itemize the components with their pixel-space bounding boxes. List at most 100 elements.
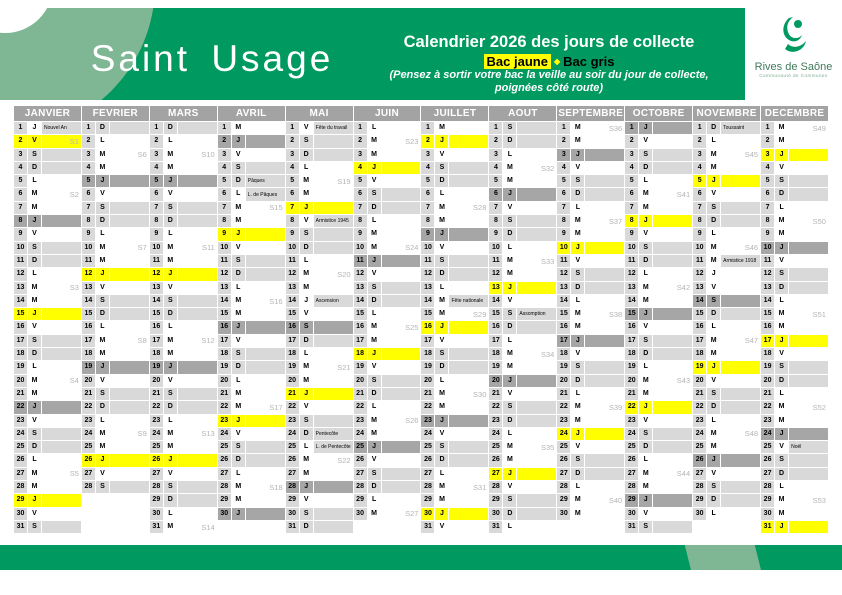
day-number: 31 <box>149 520 163 534</box>
day-row-octobre-10: 10 S <box>625 241 693 254</box>
week-number-label: S11 <box>201 243 215 253</box>
day-label-cell <box>313 135 353 148</box>
day-label-cell <box>177 294 217 308</box>
day-label-cell <box>653 308 693 321</box>
day-number: 24 <box>489 427 503 441</box>
week-number-label: S36 <box>608 123 623 133</box>
day-label-cell: S31 <box>449 481 489 494</box>
day-number: 3 <box>761 148 775 161</box>
day-label-cell: Assomption <box>517 308 557 321</box>
day-row-avril-27: 27 L <box>217 467 285 481</box>
day-label-cell <box>177 135 217 148</box>
day-row-fevrier-24: 24 M S9 <box>81 427 149 441</box>
day-row-juillet-27: 27 L <box>421 467 489 481</box>
day-label-cell <box>653 122 693 135</box>
day-row-novembre-20: 20 V <box>693 374 761 387</box>
day-letter: V <box>299 122 313 135</box>
day-number: 13 <box>149 281 163 294</box>
day-row-novembre-19: 19 J <box>693 361 761 374</box>
day-row-mai-13: 13 M <box>285 281 353 294</box>
day-number: 3 <box>285 148 299 161</box>
day-row-juin-16: 16 M S25 <box>353 321 421 334</box>
day-letter: M <box>571 228 585 241</box>
day-row-janvier-2: 2 V S1 <box>14 135 81 148</box>
holiday-label: Toussaint <box>723 125 745 132</box>
day-row-juin-28: 28 D <box>353 481 421 494</box>
day-number: 15 <box>421 308 435 321</box>
day-row-octobre-26: 26 L <box>625 454 693 467</box>
day-letter: D <box>95 401 109 414</box>
day-label-cell <box>517 454 557 467</box>
day-row-juillet-12: 12 D <box>421 268 489 281</box>
day-number: 30 <box>285 507 299 520</box>
day-number: 5 <box>421 175 435 188</box>
day-number: 25 <box>14 441 27 454</box>
day-number: 29 <box>285 494 299 507</box>
day-number: 4 <box>14 161 27 175</box>
day-letter: D <box>707 122 721 135</box>
day-row-septembre-22: 22 M S39 <box>557 401 625 414</box>
day-letter: J <box>775 334 789 348</box>
day-label-cell <box>449 241 489 254</box>
day-row-decembre-14: 14 L <box>761 294 828 308</box>
day-letter: M <box>163 254 177 268</box>
day-row-mai-11: 11 L <box>285 254 353 268</box>
day-letter: L <box>775 387 789 401</box>
day-row-fevrier-16: 16 L <box>81 321 149 334</box>
day-letter: L <box>367 215 381 228</box>
day-row-decembre-19: 19 S <box>761 361 828 374</box>
day-letter: L <box>299 161 313 175</box>
week-number-label: S9 <box>137 429 147 439</box>
day-number: 4 <box>761 161 775 175</box>
day-row-juillet-13: 13 L <box>421 281 489 294</box>
day-number: 12 <box>81 268 95 281</box>
day-letter: M <box>571 308 585 321</box>
day-row-fevrier-15: 15 D <box>81 308 149 321</box>
day-label-cell <box>245 454 285 467</box>
day-letter: M <box>299 188 313 201</box>
day-label-cell <box>585 334 625 348</box>
day-number: 7 <box>149 201 163 215</box>
day-letter: M <box>299 268 313 281</box>
day-label-cell <box>721 414 761 427</box>
day-row-mai-15: 15 V <box>285 308 353 321</box>
day-letter: V <box>28 321 41 334</box>
day-number: 30 <box>217 507 231 520</box>
day-label-cell <box>449 401 489 414</box>
day-number: 9 <box>693 228 707 241</box>
day-row-septembre-28: 28 L <box>557 481 625 494</box>
day-label-cell <box>109 481 149 494</box>
day-letter: S <box>231 348 245 361</box>
day-number: 5 <box>353 175 367 188</box>
day-number: 21 <box>149 387 163 401</box>
day-number: 26 <box>285 454 299 467</box>
day-letter: J <box>95 268 109 281</box>
day-number: 25 <box>353 441 367 454</box>
month-column-decembre: DECEMBRE 1 M S49 2 M 3 J 4 V 5 S 6 D 7 L 8 M S50 9 M 10 J 11 V 12… <box>761 106 828 535</box>
day-number: 14 <box>217 294 231 308</box>
day-row-juillet-30: 30 J <box>421 507 489 520</box>
day-letter: M <box>775 308 789 321</box>
day-number: 21 <box>557 387 571 401</box>
day-letter: D <box>571 281 585 294</box>
day-letter: V <box>707 374 721 387</box>
month-column-janvier: JANVIER 1 J Nouvel An 2 V S1 3 S 4 D 5 L 6 M S2 7 M 8 J 9 V 10… <box>14 106 81 535</box>
day-letter: M <box>367 241 381 254</box>
day-row-decembre-13: 13 D <box>761 281 828 294</box>
day-row-decembre-25: 25 V Noël <box>761 441 828 454</box>
day-number: 26 <box>489 454 503 467</box>
day-row-juillet-20: 20 L <box>421 374 489 387</box>
day-row-aout-29: 29 S <box>489 494 557 507</box>
day-row-novembre-22: 22 D <box>693 401 761 414</box>
day-number: 31 <box>625 520 639 534</box>
day-row-aout-30: 30 D <box>489 507 557 520</box>
day-number: 18 <box>693 348 707 361</box>
holiday-label: Ascension <box>315 298 339 304</box>
day-number: 15 <box>14 308 27 321</box>
day-row-mars-13: 13 V <box>149 281 217 294</box>
day-letter: M <box>775 414 789 427</box>
